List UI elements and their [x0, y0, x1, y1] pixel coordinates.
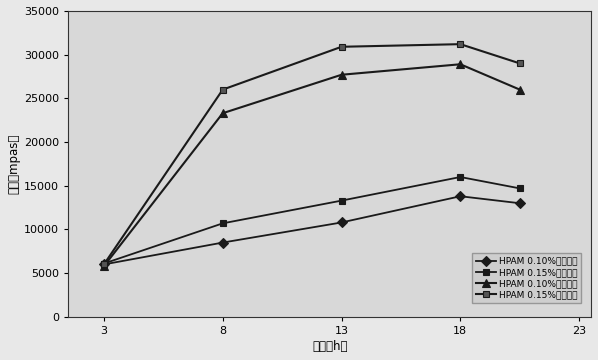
HPAM 0.15%：清水）: [457, 42, 464, 46]
HPAM 0.15%：盐水）: [457, 175, 464, 179]
Line: HPAM 0.10%：盐水）: HPAM 0.10%：盐水）: [100, 193, 523, 268]
Line: HPAM 0.15%：盐水）: HPAM 0.15%：盐水）: [100, 174, 523, 267]
Legend: HPAM 0.10%：盐水）, HPAM 0.15%：盐水）, HPAM 0.10%：清水）, HPAM 0.15%：清水）: HPAM 0.10%：盐水）, HPAM 0.15%：盐水）, HPAM 0.1…: [472, 253, 581, 303]
HPAM 0.15%：盐水）: [516, 186, 523, 190]
HPAM 0.10%：盐水）: [100, 262, 108, 266]
Y-axis label: 弹性（mpas）: 弹性（mpas）: [7, 134, 20, 194]
HPAM 0.15%：清水）: [338, 45, 345, 49]
HPAM 0.10%：清水）: [219, 111, 226, 115]
HPAM 0.15%：盐水）: [338, 198, 345, 203]
HPAM 0.10%：清水）: [457, 62, 464, 67]
HPAM 0.10%：盐水）: [219, 240, 226, 245]
HPAM 0.15%：清水）: [100, 262, 108, 266]
HPAM 0.15%：清水）: [516, 61, 523, 66]
HPAM 0.10%：盐水）: [516, 201, 523, 206]
HPAM 0.10%：盐水）: [338, 220, 345, 225]
HPAM 0.10%：清水）: [338, 73, 345, 77]
X-axis label: 时间（h）: 时间（h）: [312, 340, 347, 353]
HPAM 0.10%：清水）: [516, 87, 523, 92]
Line: HPAM 0.15%：清水）: HPAM 0.15%：清水）: [100, 41, 523, 268]
HPAM 0.15%：盐水）: [100, 261, 108, 266]
Line: HPAM 0.10%：清水）: HPAM 0.10%：清水）: [100, 60, 524, 270]
HPAM 0.15%：盐水）: [219, 221, 226, 225]
HPAM 0.15%：清水）: [219, 87, 226, 92]
HPAM 0.10%：盐水）: [457, 194, 464, 198]
HPAM 0.10%：清水）: [100, 264, 108, 268]
